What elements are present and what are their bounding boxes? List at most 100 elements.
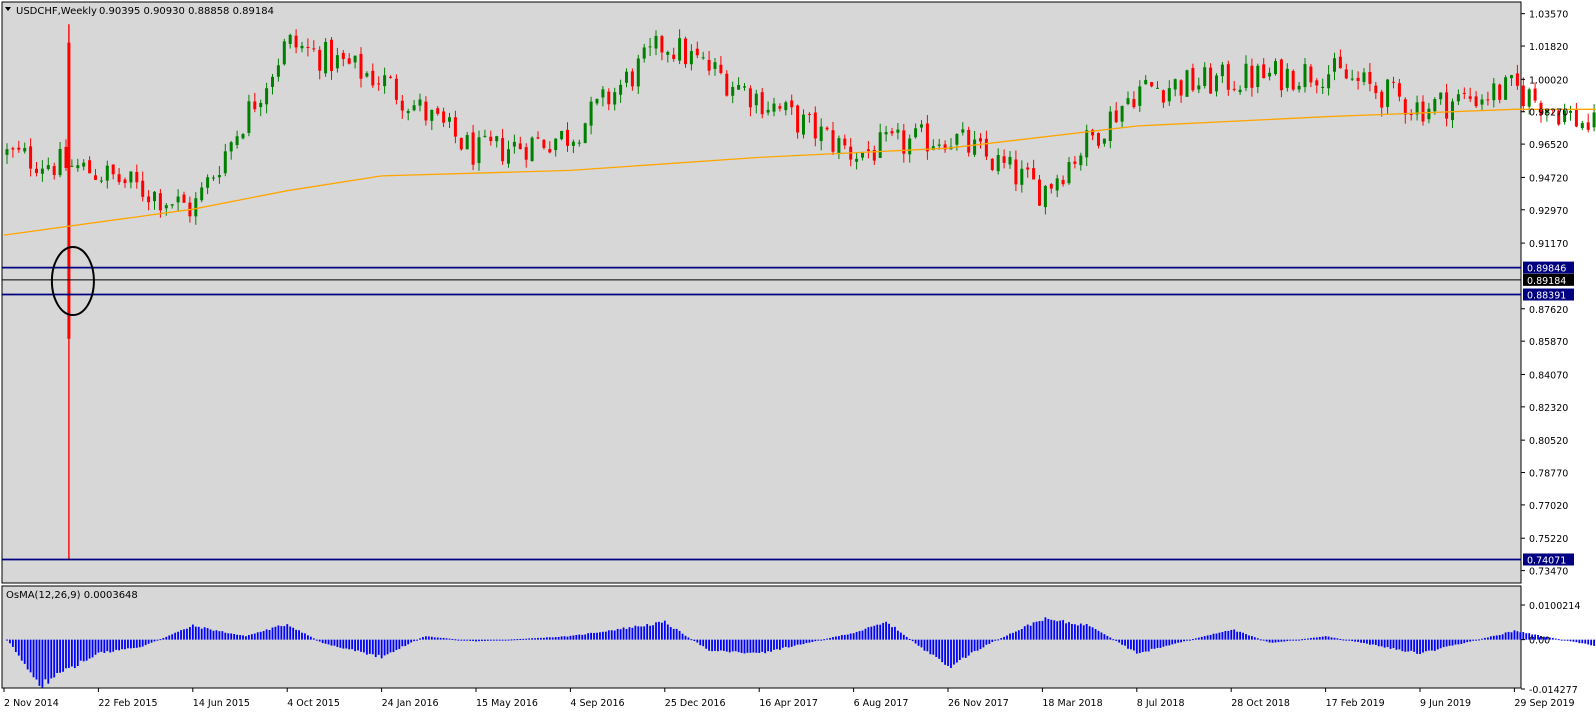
candle-body: [106, 166, 109, 181]
candle-body: [1321, 87, 1324, 88]
osma-bar: [1239, 632, 1241, 640]
osma-bar: [337, 640, 339, 647]
candle-body: [360, 54, 363, 79]
osma-bar: [254, 634, 256, 640]
osma-bar: [499, 640, 501, 641]
candle: [1209, 63, 1212, 94]
osma-bar: [1118, 640, 1120, 643]
osma-bar: [65, 640, 67, 669]
osma-bar: [708, 640, 710, 651]
osma-bar: [578, 635, 580, 640]
osma-bar: [519, 639, 521, 640]
osma-bar: [994, 640, 996, 641]
candle-body: [896, 130, 899, 133]
osma-bar: [213, 631, 215, 640]
candle: [560, 131, 563, 141]
osma-bar: [1163, 640, 1165, 647]
candle-body: [572, 142, 575, 146]
osma-bar: [416, 640, 418, 641]
osma-bar: [696, 640, 698, 643]
candle-body: [230, 142, 233, 151]
osma-bar: [1275, 640, 1277, 643]
candle-body: [306, 47, 309, 48]
candle-body: [383, 75, 386, 86]
osma-bar: [484, 640, 486, 641]
candle-body: [460, 138, 463, 149]
candle-body: [1374, 86, 1377, 94]
osma-bar: [938, 640, 940, 659]
price-tick-label: 0.75220: [1529, 534, 1568, 545]
candle-body: [1427, 109, 1430, 119]
osma-bar: [354, 640, 356, 651]
osma-bar: [602, 632, 604, 640]
candle-body: [29, 146, 32, 168]
time-tick-label: 29 Sep 2019: [1514, 698, 1574, 709]
osma-bar: [1555, 639, 1557, 640]
osma-bar: [543, 638, 545, 640]
candle-body: [206, 177, 209, 188]
osma-bar: [1189, 640, 1191, 641]
osma-bar: [1561, 640, 1563, 641]
osma-bar: [1443, 640, 1445, 647]
osma-bar: [487, 640, 489, 641]
candle-body: [295, 36, 298, 48]
osma-bar: [702, 640, 704, 647]
candle-body: [141, 181, 144, 197]
candle-body: [1156, 88, 1159, 89]
osma-bar: [865, 629, 867, 640]
candle-body: [660, 36, 663, 52]
osma-bar: [472, 640, 474, 641]
candle-body: [1339, 57, 1342, 68]
osma-bar: [682, 634, 684, 640]
osma-bar: [1074, 624, 1076, 639]
osma-bar: [1449, 640, 1451, 646]
candle-body: [1144, 80, 1147, 84]
osma-bar: [983, 640, 985, 648]
osma-bar: [1062, 620, 1064, 640]
osma-bar: [328, 640, 330, 645]
candle-body: [265, 88, 268, 104]
osma-bar: [1251, 636, 1253, 640]
osma-bar: [1124, 640, 1126, 646]
osma-bar: [257, 632, 259, 639]
osma-bar: [1151, 640, 1153, 649]
osma-bar: [92, 640, 94, 658]
osma-bar: [947, 640, 949, 666]
osma-bar: [490, 640, 492, 641]
candle-body: [247, 101, 250, 133]
osma-bar: [357, 640, 359, 651]
candle-body: [649, 46, 652, 47]
candle-body: [259, 103, 262, 107]
candle-body: [1510, 75, 1513, 78]
candle-body: [672, 55, 675, 59]
osma-bar: [1092, 627, 1094, 639]
osma-bar: [198, 627, 200, 640]
candle-body: [118, 174, 121, 182]
candle-body: [1575, 109, 1578, 126]
osma-bar: [83, 640, 85, 662]
candle-body: [513, 142, 516, 147]
osma-bar: [664, 621, 666, 640]
candle-body: [1357, 78, 1360, 81]
osma-bar: [1266, 640, 1268, 642]
osma-bar: [1213, 634, 1215, 640]
candle-body: [678, 38, 681, 60]
osma-bar: [1399, 640, 1401, 650]
osma-bar: [434, 637, 436, 639]
osma-bar: [56, 640, 58, 673]
osma-bar: [219, 631, 221, 639]
osma-bar: [1505, 632, 1507, 639]
osma-bar: [1396, 640, 1398, 650]
time-tick-label: 2 Nov 2014: [4, 698, 59, 709]
time-tick-label: 28 Oct 2018: [1231, 698, 1290, 709]
osma-bar: [1171, 640, 1173, 645]
candle-body: [778, 106, 781, 108]
price-tick-label: 0.84070: [1529, 370, 1568, 381]
osma-bar: [1337, 638, 1339, 639]
osma-bar: [1263, 640, 1265, 641]
osma-bar: [564, 636, 566, 639]
price-badge-label: 0.89184: [1527, 276, 1566, 287]
candle-body: [837, 138, 840, 153]
candle-body: [867, 149, 870, 151]
candle-body: [814, 113, 817, 139]
